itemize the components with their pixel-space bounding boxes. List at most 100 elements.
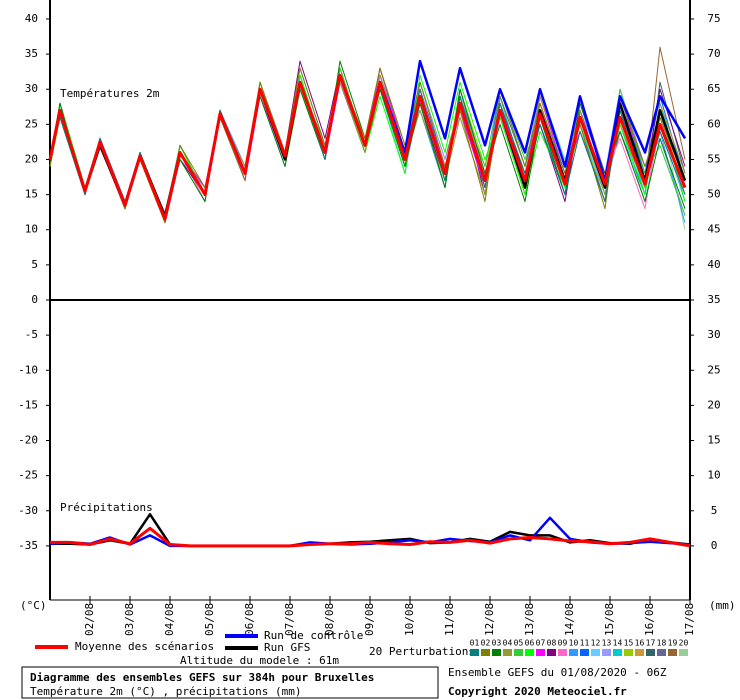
y2-tick-label: 55 (707, 152, 720, 165)
panel-label: Précipitations (60, 501, 153, 514)
y-tick-label: 20 (25, 152, 38, 165)
legend-label: 12 (591, 639, 601, 648)
legend-swatch (470, 649, 479, 656)
x-tick-label: 09/08 (363, 603, 376, 636)
legend-swatch (635, 649, 644, 656)
x-tick-label: 11/08 (443, 603, 456, 636)
legend-swatch (580, 649, 589, 656)
series-line (50, 526, 691, 548)
legend-swatch (569, 649, 578, 656)
legend-label: 10 (569, 639, 579, 648)
y-tick-label: -20 (18, 434, 38, 447)
y2-tick-label: 30 (707, 328, 720, 341)
legend-label: 04 (503, 639, 513, 648)
y2-tick-label: 75 (707, 12, 720, 25)
y-tick-label: 40 (25, 12, 38, 25)
legend-label: 05 (514, 639, 524, 648)
altitude: Altitude du modele : 61m (180, 654, 339, 667)
legend-label: 06 (525, 639, 535, 648)
y2-tick-label: 35 (707, 293, 720, 306)
legend-swatch (679, 649, 688, 656)
x-tick-label: 07/08 (283, 603, 296, 636)
legend-label: 15 (624, 639, 634, 648)
legend-label: 20 (679, 639, 689, 648)
legend-swatch (646, 649, 655, 656)
legend-label: Moyenne des scénarios (75, 640, 214, 653)
x-tick-label: 05/08 (203, 603, 216, 636)
y2-tick-label: 45 (707, 223, 720, 236)
x-tick-label: 15/08 (603, 603, 616, 636)
legend-label: 01 (470, 639, 480, 648)
y2-tick-label: 15 (707, 434, 720, 447)
legend-swatch (503, 649, 512, 656)
legend-label: 02 (481, 639, 491, 648)
legend-swatch (668, 649, 677, 656)
y-axis-label: (°C) (20, 599, 47, 612)
x-tick-label: 16/08 (643, 603, 656, 636)
legend-label: 11 (580, 639, 590, 648)
x-tick-label: 03/08 (123, 603, 136, 636)
copyright: Copyright 2020 Meteociel.fr (448, 685, 627, 698)
legend-swatch (547, 649, 556, 656)
y2-tick-label: 5 (711, 504, 718, 517)
perturbation-label: 20 Perturbations (369, 645, 475, 658)
legend-label: 18 (657, 639, 667, 648)
legend-label: 09 (558, 639, 568, 648)
legend-label: 13 (602, 639, 612, 648)
x-tick-label: 06/08 (243, 603, 256, 636)
legend-label: Run GFS (264, 641, 310, 654)
legend-label: 07 (536, 639, 546, 648)
legend-label: 17 (646, 639, 656, 648)
chart-title: Diagramme des ensembles GEFS sur 384h po… (30, 671, 374, 684)
series-line (48, 73, 687, 221)
legend-swatch (525, 649, 534, 656)
y-tick-label: 25 (25, 117, 38, 130)
y-tick-label: 30 (25, 82, 38, 95)
y2-tick-label: 10 (707, 469, 720, 482)
y-tick-label: -25 (18, 469, 38, 482)
y2-tick-label: 70 (707, 47, 720, 60)
legend-swatch (602, 649, 611, 656)
y-tick-label: -30 (18, 504, 38, 517)
y2-tick-label: 20 (707, 398, 720, 411)
x-tick-label: 02/08 (83, 603, 96, 636)
panel-label: Températures 2m (60, 87, 160, 100)
x-tick-label: 13/08 (523, 603, 536, 636)
x-tick-label: 12/08 (483, 603, 496, 636)
legend-swatch (492, 649, 501, 656)
legend-label: Run de contrôle (264, 629, 363, 642)
legend-label: 03 (492, 639, 502, 648)
x-tick-label: 10/08 (403, 603, 416, 636)
run-info: Ensemble GEFS du 01/08/2020 - 06Z (448, 666, 667, 679)
legend-swatch (591, 649, 600, 656)
y2-axis-label: (mm) (709, 599, 736, 612)
legend-swatch (536, 649, 545, 656)
x-tick-label: 04/08 (163, 603, 176, 636)
x-tick-label: 14/08 (563, 603, 576, 636)
legend-swatch (558, 649, 567, 656)
y-tick-label: -35 (18, 539, 38, 552)
y-tick-label: 15 (25, 188, 38, 201)
chart-subtitle: Température 2m (°C) , précipitations (mm… (30, 685, 302, 698)
legend-label: 08 (547, 639, 557, 648)
y2-tick-label: 25 (707, 363, 720, 376)
y2-tick-label: 0 (711, 539, 718, 552)
y-tick-label: 10 (25, 223, 38, 236)
legend-swatch (657, 649, 666, 656)
y-tick-label: 5 (31, 258, 38, 271)
legend-label: 19 (668, 639, 678, 648)
y-tick-label: -5 (25, 328, 38, 341)
y-tick-label: 35 (25, 47, 38, 60)
title-box (21, 666, 439, 699)
x-tick-label: 08/08 (323, 603, 336, 636)
x-tick-label: 17/08 (683, 603, 696, 636)
legend-swatch (481, 649, 490, 656)
legend-label: 16 (635, 639, 645, 648)
y-tick-label: -15 (18, 398, 38, 411)
y2-tick-label: 50 (707, 188, 720, 201)
y2-tick-label: 60 (707, 117, 720, 130)
y2-tick-label: 65 (707, 82, 720, 95)
y-tick-label: -10 (18, 363, 38, 376)
